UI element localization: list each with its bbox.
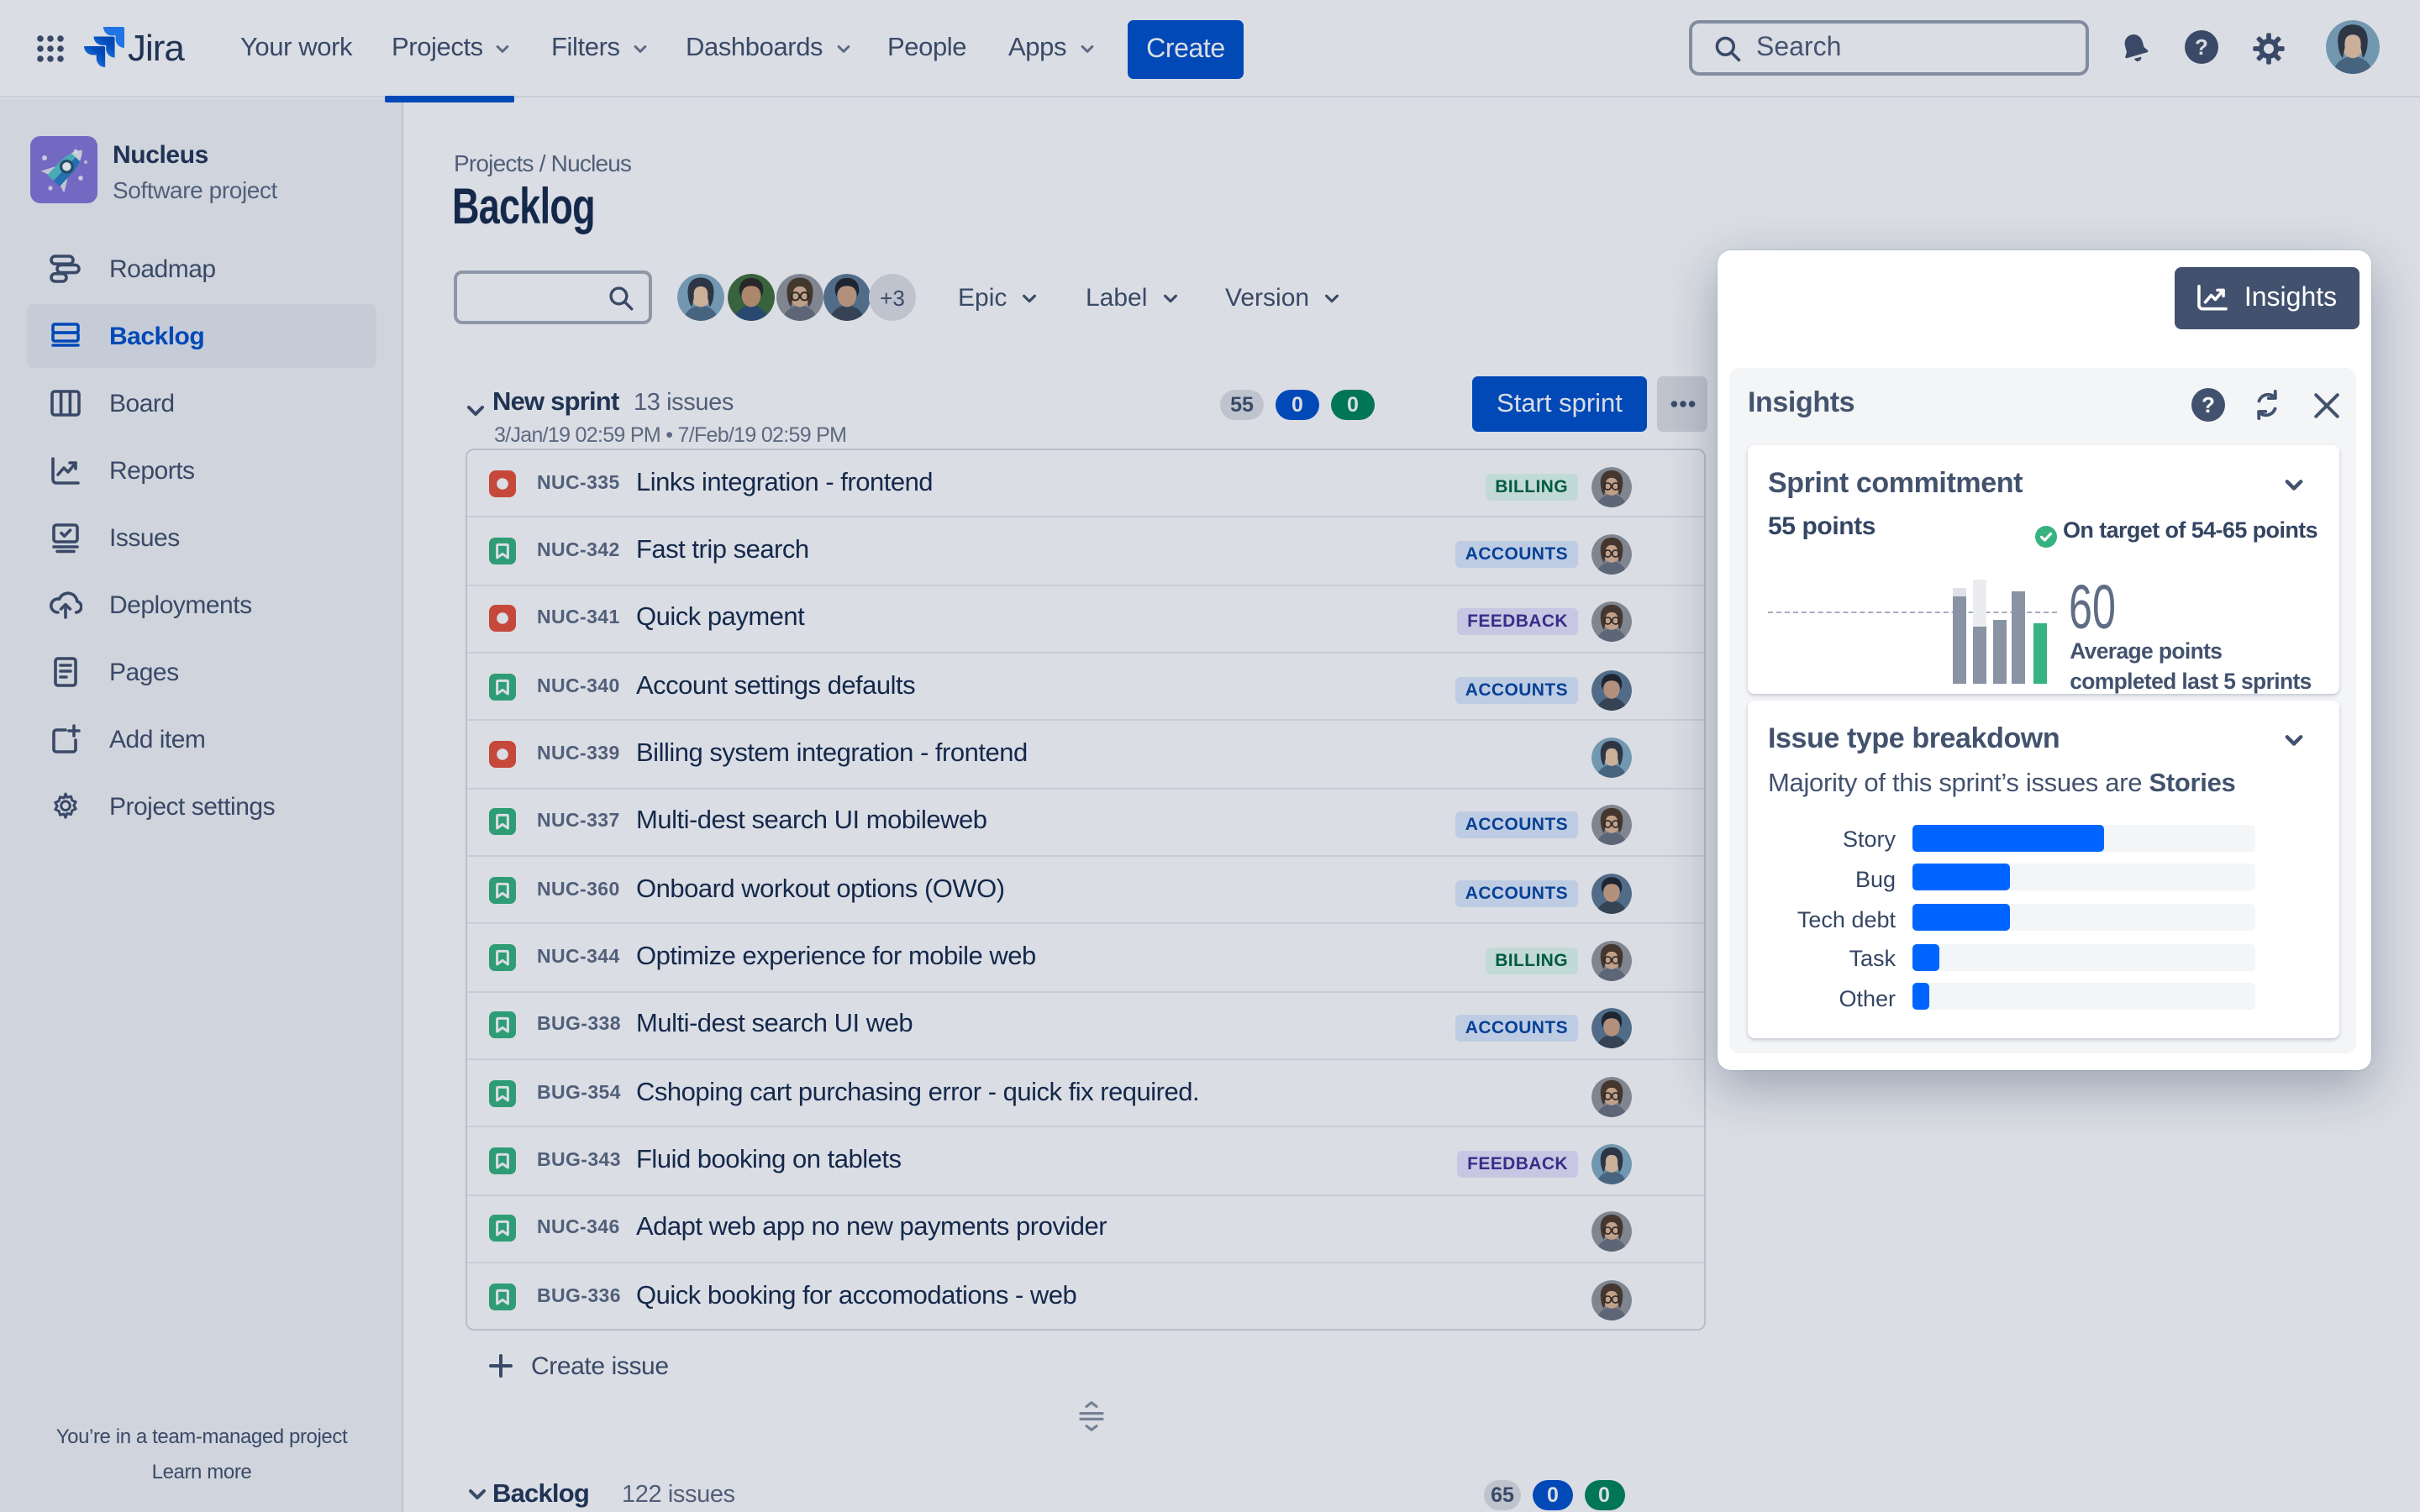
svg-text:?: ? [2195, 34, 2208, 60]
svg-text:?: ? [2202, 392, 2215, 417]
